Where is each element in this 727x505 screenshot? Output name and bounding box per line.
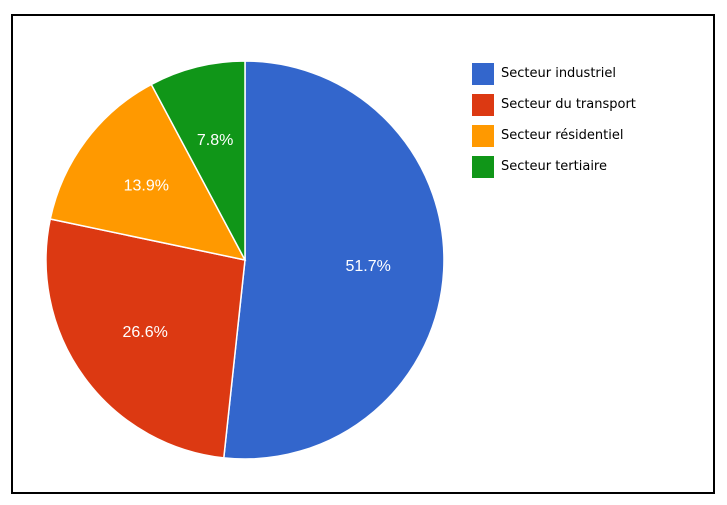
legend-item-0: Secteur industriel [472, 58, 636, 89]
legend-item-3: Secteur tertiaire [472, 151, 636, 182]
pie-slices [45, 60, 445, 460]
legend-swatch-1 [472, 93, 494, 116]
legend-item-2: Secteur résidentiel [472, 120, 636, 151]
legend-swatch-3 [472, 155, 494, 178]
legend-label-2: Secteur résidentiel [501, 128, 624, 143]
legend: Secteur industriel Secteur du transport Se… [472, 58, 636, 182]
pie-slice-label-3: 7.8% [197, 132, 233, 149]
legend-label-3: Secteur tertiaire [501, 159, 607, 174]
legend-swatch-0 [472, 62, 494, 85]
pie-slice-label-2: 13.9% [124, 177, 169, 194]
legend-label-1: Secteur du transport [501, 97, 636, 112]
pie-slice-0 [222, 60, 445, 460]
pie-slice-1 [45, 218, 246, 459]
pie-slice-labels: 51.7% 26.6% 13.9% 7.8% [123, 132, 391, 341]
pie-slice-label-1: 26.6% [123, 324, 168, 341]
pie-slice-2 [49, 83, 247, 262]
pie-slice-3 [150, 60, 246, 261]
legend-item-1: Secteur du transport [472, 89, 636, 120]
pie-slice-label-0: 51.7% [346, 258, 391, 275]
legend-label-0: Secteur industriel [501, 66, 616, 81]
legend-swatch-2 [472, 124, 494, 147]
